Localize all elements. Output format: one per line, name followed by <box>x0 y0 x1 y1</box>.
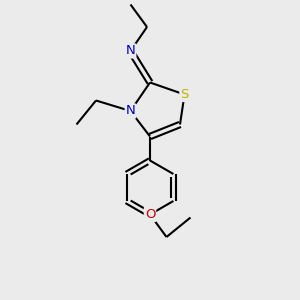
Text: S: S <box>180 88 189 101</box>
Text: N: N <box>126 44 135 58</box>
Text: N: N <box>126 104 135 118</box>
Text: O: O <box>145 208 155 221</box>
